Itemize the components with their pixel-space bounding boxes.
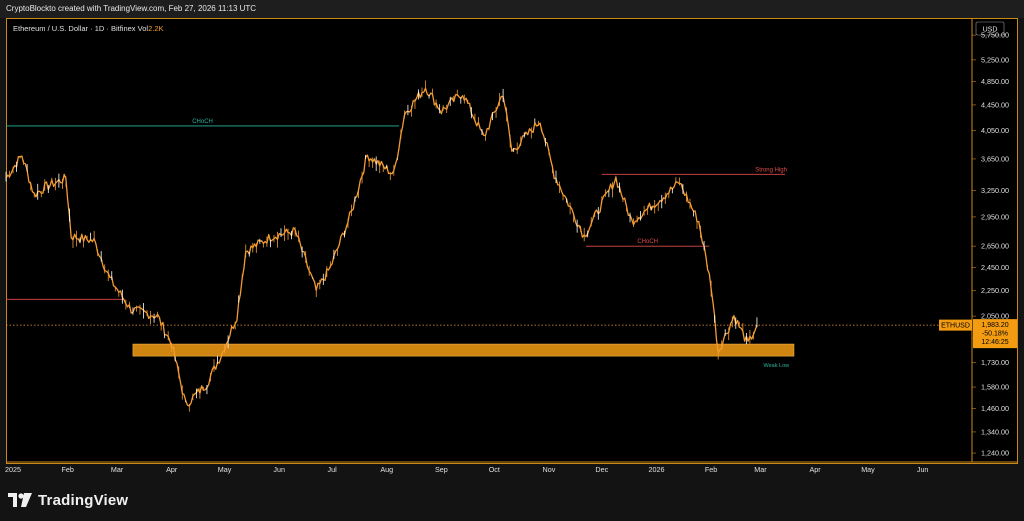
tradingview-logo[interactable]: TradingView	[8, 491, 128, 509]
last-price-value: 1,983.20	[981, 322, 1008, 329]
x-tick-label: Jun	[917, 465, 929, 474]
chart-header: CryptoBlockto created with TradingView.c…	[0, 0, 1024, 18]
x-tick-label: Mar	[111, 465, 124, 474]
x-tick-label: 2025	[5, 465, 21, 474]
y-axis[interactable]: USD 1,240.00 1,340.00 1,460.00 1,580.00 1,730…	[972, 21, 1009, 458]
y-tick-label: 2,250.00	[981, 286, 1009, 295]
x-tick-label: Nov	[543, 465, 556, 474]
x-tick-label: 2026	[648, 465, 664, 474]
y-tick-label: 1,730.00	[981, 358, 1009, 367]
x-tick-label: Apr	[166, 465, 178, 474]
demand-zone-box	[132, 343, 795, 357]
y-tick-label: 5,250.00	[981, 55, 1009, 64]
y-tick-label: 4,850.00	[981, 77, 1009, 86]
y-tick-label: 1,460.00	[981, 404, 1009, 413]
x-tick-label: Oct	[489, 465, 500, 474]
y-tick-label: 1,240.00	[981, 449, 1009, 458]
structure-level-label: Strong High	[755, 167, 787, 173]
x-tick-label: Mar	[754, 465, 767, 474]
price-line	[5, 87, 758, 407]
structure-level-label: CHoCH	[192, 119, 213, 125]
tradingview-logo-icon	[8, 493, 32, 507]
chart-frame	[6, 18, 1018, 464]
creator-line: CryptoBlockto created with TradingView.c…	[6, 4, 257, 13]
brand-name: TradingView	[38, 491, 129, 509]
x-tick-label: Feb	[62, 465, 74, 474]
annotations: Weak Low	[764, 363, 790, 369]
y-tick-label: 2,950.00	[981, 212, 1009, 221]
x-axis[interactable]: 2025 Feb Mar Apr May Jun Jul Aug Sep Oct Nov Dec 202…	[5, 465, 928, 474]
footer	[0, 482, 1024, 521]
symbol-line: Ethereum / U.S. Dollar · 1D · Bitfinex	[13, 24, 136, 33]
symbol-tag	[939, 319, 972, 331]
y-tick-label: 3,250.00	[981, 186, 1009, 195]
symbol-tag-label: ETHUSD	[941, 323, 970, 330]
x-tick-label: Sep	[435, 465, 448, 474]
x-tick-label: May	[861, 465, 875, 474]
grid	[6, 19, 1017, 463]
x-tick-label: Dec	[595, 465, 608, 474]
last-price-marker: ETHUSD 1,983.20 -50.18%12:46:25	[6, 319, 1017, 349]
currency-box	[975, 21, 1005, 36]
y-tick-label: 3,650.00	[981, 154, 1009, 163]
x-tick-label: Feb	[705, 465, 717, 474]
structure-level-label: CHoCH	[637, 239, 658, 245]
y-tick-label: 2,050.00	[981, 312, 1009, 321]
y-tick-label: 1,580.00	[981, 383, 1009, 392]
last-price-countdown: 12:46:25	[981, 339, 1008, 346]
annotation-label: Weak Low	[764, 363, 790, 369]
x-tick-label: Apr	[810, 465, 822, 474]
chart-legend: Ethereum / U.S. Dollar · 1D · Bitfinex V…	[13, 24, 164, 33]
vol-label: Vol	[137, 24, 149, 33]
structure-levels: CHoCH Strong High CHoCH	[6, 119, 787, 300]
demand-zone	[132, 343, 795, 357]
y-tick-label: 4,450.00	[981, 100, 1009, 109]
price-series	[5, 80, 758, 412]
price-chart[interactable]: CHoCH Strong High CHoCH Weak Low USD 1,240.…	[0, 0, 1024, 482]
y-tick-label: 5,750.00	[981, 31, 1009, 40]
y-tick-label: 2,450.00	[981, 263, 1009, 272]
last-price-change: -50.18%	[982, 331, 1008, 338]
x-tick-label: May	[218, 465, 232, 474]
vol-value: 2.2K	[148, 24, 164, 33]
x-tick-label: Jun	[273, 465, 285, 474]
x-tick-label: Aug	[380, 465, 393, 474]
last-price-box	[973, 319, 1017, 349]
x-tick-label: Jul	[328, 465, 338, 474]
y-tick-label: 4,050.00	[981, 126, 1009, 135]
y-tick-label: 1,340.00	[981, 427, 1009, 436]
y-tick-label: 2,650.00	[981, 242, 1009, 251]
currency-label: USD	[983, 27, 998, 34]
